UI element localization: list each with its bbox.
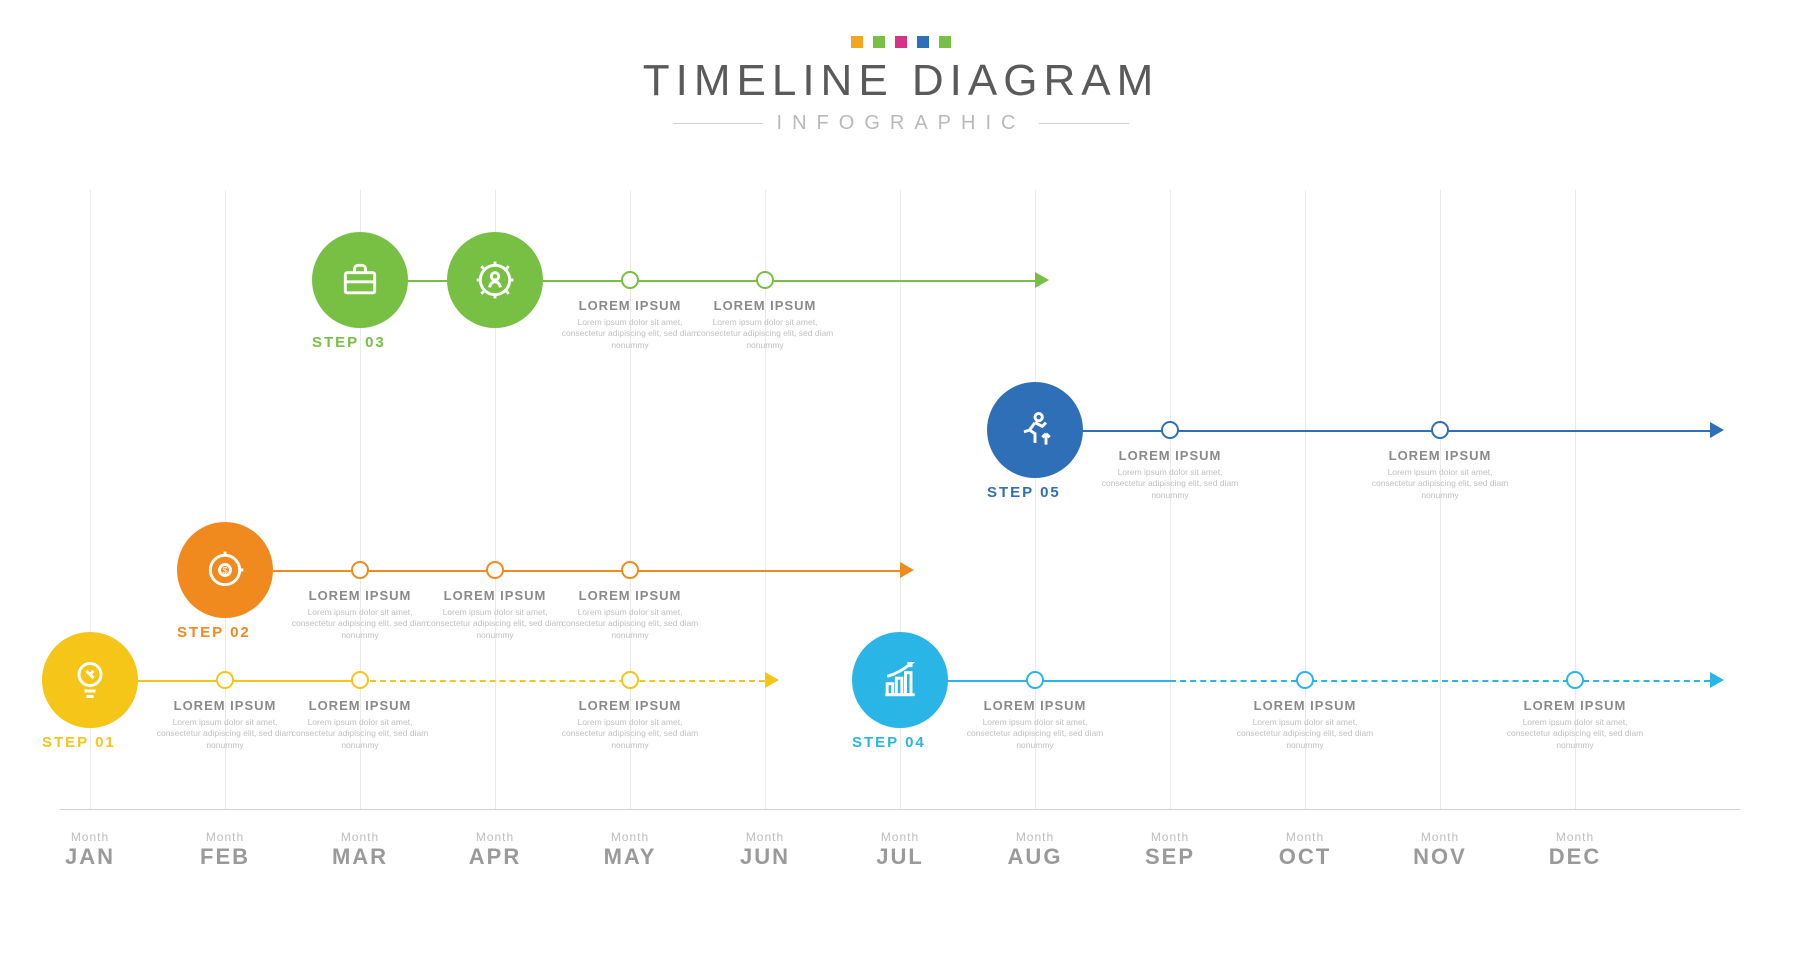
timeline-dot (486, 561, 504, 579)
timeline-dot (1026, 671, 1044, 689)
month-column: MonthMAY (563, 830, 698, 870)
point-text: LOREM IPSUMLorem ipsum dolor sit amet, c… (285, 588, 435, 641)
point-text: LOREM IPSUMLorem ipsum dolor sit amet, c… (285, 698, 435, 751)
month-column: MonthJAN (23, 830, 158, 870)
header-dots (851, 36, 951, 48)
arrow-icon (1710, 672, 1724, 688)
step-label: STEP 04 (852, 734, 926, 751)
arrow-icon (1710, 422, 1724, 438)
step-circle (447, 232, 543, 328)
timeline-dot (1566, 671, 1584, 689)
month-column: MonthSEP (1103, 830, 1238, 870)
arrow-icon (900, 562, 914, 578)
baseline (60, 809, 1740, 810)
timeline-dot (621, 561, 639, 579)
point-text: LOREM IPSUMLorem ipsum dolor sit amet, c… (1095, 448, 1245, 501)
month-column: MonthFEB (158, 830, 293, 870)
step-bar (225, 570, 900, 572)
point-text: LOREM IPSUMLorem ipsum dolor sit amet, c… (150, 698, 300, 751)
timeline-dot (351, 561, 369, 579)
step-label: STEP 05 (987, 484, 1061, 501)
timeline-dot (756, 271, 774, 289)
timeline-dot (351, 671, 369, 689)
point-text: LOREM IPSUMLorem ipsum dolor sit amet, c… (555, 698, 705, 751)
step-label: STEP 02 (177, 624, 251, 641)
timeline-chart: MonthJANMonthFEBMonthMARMonthAPRMonthMAY… (90, 190, 1710, 870)
arrow-icon (1035, 272, 1049, 288)
month-column: MonthMAR (293, 830, 428, 870)
month-column: MonthNOV (1373, 830, 1508, 870)
step-circle (987, 382, 1083, 478)
timeline-dot (621, 271, 639, 289)
point-text: LOREM IPSUMLorem ipsum dolor sit amet, c… (1500, 698, 1650, 751)
month-column: MonthOCT (1238, 830, 1373, 870)
step-circle (42, 632, 138, 728)
point-text: LOREM IPSUMLorem ipsum dolor sit amet, c… (960, 698, 1110, 751)
step-label: STEP 01 (42, 734, 116, 751)
step-bar (1035, 430, 1710, 432)
arrow-icon (765, 672, 779, 688)
page-subtitle: INFOGRAPHIC (0, 112, 1802, 135)
point-text: LOREM IPSUMLorem ipsum dolor sit amet, c… (1365, 448, 1515, 501)
svg-text:$: $ (222, 566, 227, 576)
step-bar (1170, 680, 1710, 682)
timeline-dot (1161, 421, 1179, 439)
step-circle (852, 632, 948, 728)
step-bar (360, 680, 765, 682)
month-column: MonthDEC (1508, 830, 1643, 870)
page-title: TIMELINE DIAGRAM (0, 56, 1802, 106)
step-label: STEP 03 (312, 334, 386, 351)
point-text: LOREM IPSUMLorem ipsum dolor sit amet, c… (690, 298, 840, 351)
point-text: LOREM IPSUMLorem ipsum dolor sit amet, c… (555, 298, 705, 351)
point-text: LOREM IPSUMLorem ipsum dolor sit amet, c… (555, 588, 705, 641)
month-column: MonthAUG (968, 830, 1103, 870)
timeline-dot (216, 671, 234, 689)
month-column: MonthJUN (698, 830, 833, 870)
timeline-dot (621, 671, 639, 689)
month-column: MonthAPR (428, 830, 563, 870)
month-column: MonthJUL (833, 830, 968, 870)
timeline-dot (1431, 421, 1449, 439)
point-text: LOREM IPSUMLorem ipsum dolor sit amet, c… (1230, 698, 1380, 751)
step-circle: $ (177, 522, 273, 618)
point-text: LOREM IPSUMLorem ipsum dolor sit amet, c… (420, 588, 570, 641)
timeline-dot (1296, 671, 1314, 689)
step-circle (312, 232, 408, 328)
